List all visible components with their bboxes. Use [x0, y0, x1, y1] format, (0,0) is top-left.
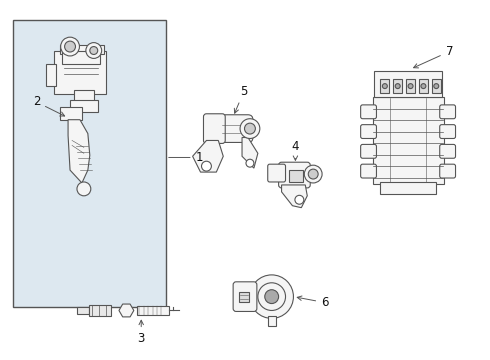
Bar [60, 45, 104, 54]
FancyBboxPatch shape [440, 164, 456, 178]
Circle shape [201, 161, 211, 171]
Bar [54, 50, 106, 94]
Bar [89, 305, 111, 316]
Bar [60, 107, 82, 120]
FancyBboxPatch shape [233, 282, 257, 311]
FancyBboxPatch shape [279, 162, 310, 188]
Bar [70, 100, 98, 112]
Circle shape [250, 275, 294, 318]
Bar [13, 20, 166, 306]
FancyBboxPatch shape [361, 164, 376, 178]
Bar [419, 79, 428, 93]
Bar [406, 79, 415, 93]
Bar [393, 79, 402, 93]
Bar [47, 64, 56, 86]
Bar [380, 182, 436, 194]
Circle shape [258, 283, 286, 310]
Text: 4: 4 [292, 140, 299, 160]
Circle shape [421, 84, 426, 89]
FancyBboxPatch shape [268, 164, 286, 182]
Bar [380, 79, 390, 93]
Bar [268, 316, 276, 326]
Bar [74, 90, 94, 104]
FancyBboxPatch shape [440, 105, 456, 119]
Circle shape [304, 165, 322, 183]
Text: 2: 2 [33, 95, 65, 116]
Bar [432, 79, 441, 93]
FancyBboxPatch shape [361, 144, 376, 158]
Circle shape [434, 84, 439, 89]
FancyBboxPatch shape [215, 115, 253, 143]
Circle shape [77, 182, 91, 196]
Circle shape [65, 41, 75, 52]
Bar [290, 170, 303, 182]
Bar [372, 97, 443, 184]
Bar [137, 306, 169, 315]
Circle shape [382, 84, 387, 89]
Polygon shape [193, 140, 223, 172]
Circle shape [86, 42, 102, 58]
Circle shape [246, 159, 254, 167]
Text: 6: 6 [297, 296, 329, 309]
Circle shape [395, 84, 400, 89]
Text: 3: 3 [138, 320, 145, 345]
Text: 5: 5 [234, 85, 248, 113]
Text: 7: 7 [414, 45, 453, 68]
FancyBboxPatch shape [440, 125, 456, 139]
Circle shape [61, 37, 79, 56]
Bar [239, 292, 249, 302]
Circle shape [295, 195, 304, 204]
Circle shape [245, 123, 255, 134]
Polygon shape [282, 185, 307, 208]
Circle shape [90, 46, 98, 54]
Polygon shape [119, 304, 134, 317]
Bar [62, 50, 99, 64]
FancyBboxPatch shape [361, 105, 376, 119]
Bar [374, 71, 441, 97]
FancyBboxPatch shape [440, 144, 456, 158]
Polygon shape [242, 138, 258, 168]
Circle shape [265, 290, 279, 303]
FancyBboxPatch shape [203, 114, 225, 143]
Bar [77, 306, 89, 314]
Circle shape [308, 169, 318, 179]
FancyBboxPatch shape [361, 125, 376, 139]
Circle shape [408, 84, 413, 89]
Circle shape [240, 119, 260, 139]
Text: 1: 1 [169, 151, 203, 164]
Polygon shape [68, 120, 90, 183]
